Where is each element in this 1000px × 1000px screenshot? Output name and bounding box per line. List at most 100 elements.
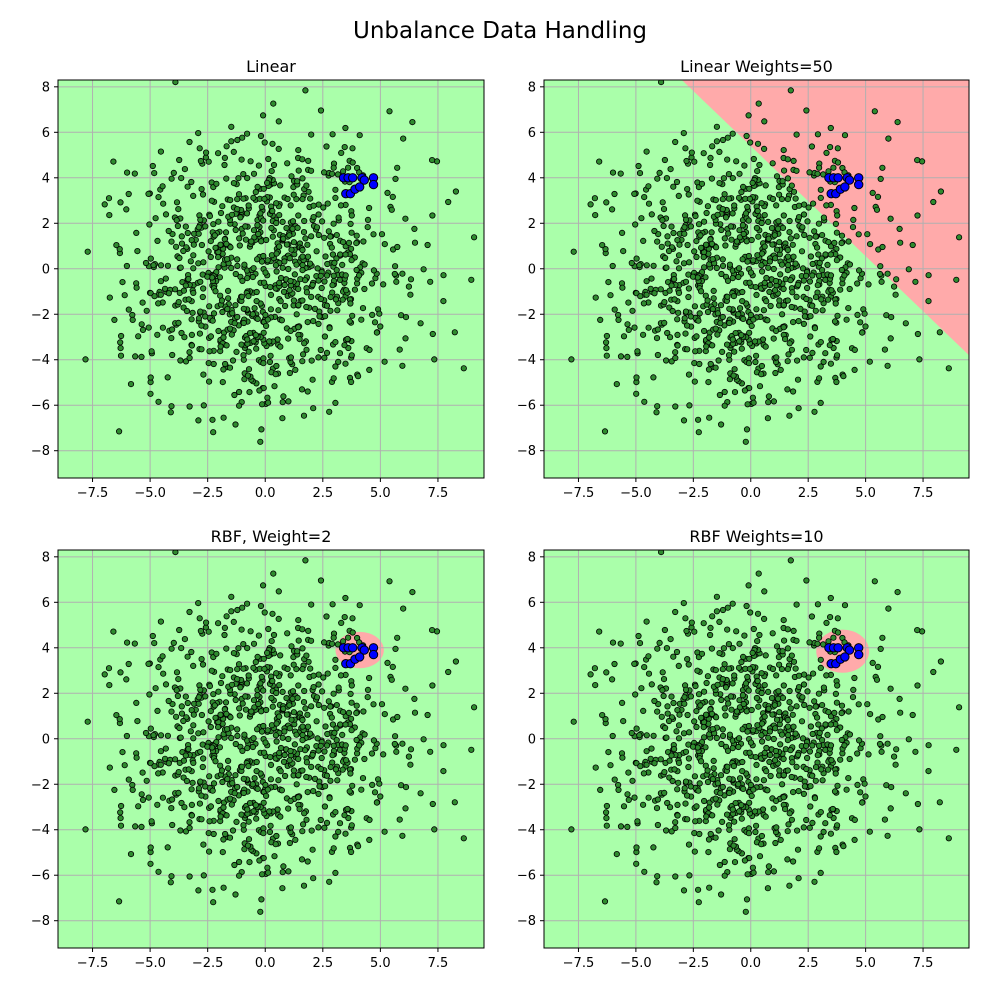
point-majority [188,178,195,186]
point-majority [151,293,158,300]
point-majority [618,699,626,707]
point-majority [705,334,713,341]
point-majority [747,139,754,146]
point-majority [761,713,768,720]
point-majority [748,48,753,53]
point-majority [198,792,205,799]
point-majority [388,206,395,213]
point-majority [209,787,216,794]
point-majority [280,758,288,766]
point-majority [200,285,207,292]
point-majority [865,751,872,758]
point-majority [624,321,631,328]
point-majority [226,834,234,841]
point-majority [664,329,671,337]
point-majority [675,779,682,786]
point-majority [159,653,166,660]
point-majority [748,792,755,800]
point-majority [755,100,762,107]
point-majority [269,140,276,147]
point-majority [321,704,328,711]
point-majority [780,794,787,801]
point-majority [798,248,806,255]
point-majority [778,196,786,203]
point-majority [228,593,235,600]
point-majority [763,768,770,775]
point-majority [672,354,679,362]
point-majority [377,793,384,800]
point-majority [187,258,194,265]
point-majority [235,175,242,182]
point-majority [827,251,834,258]
point-majority [773,716,781,723]
point-majority [654,326,662,333]
point-majority [669,307,676,315]
point-majority [208,197,215,204]
point-majority [814,131,822,138]
point-majority [722,242,729,249]
point-majority [273,670,280,677]
point-majority [531,712,536,717]
point-majority [795,875,802,882]
point-majority [663,644,671,652]
point-majority [683,322,691,329]
point-majority [349,782,356,789]
point-majority [800,211,808,218]
point-majority [342,742,349,749]
point-majority [775,661,783,668]
y-tick-label: −6 [31,399,50,414]
point-majority [674,342,681,349]
point-majority [310,683,317,691]
point-majority [381,828,388,835]
point-majority [773,354,780,361]
point-majority [784,665,792,673]
point-majority [384,659,391,667]
point-majority [780,682,787,689]
point-majority [182,223,189,230]
point-majority [637,293,644,300]
point-majority [138,321,145,328]
point-majority [254,315,261,322]
point-majority [147,374,154,381]
point-majority [411,239,419,246]
point-majority [330,634,337,641]
point-majority [809,819,816,827]
point-majority [288,716,295,723]
panel-title: RBF, Weight=2 [211,527,332,546]
point-majority [687,693,695,700]
point-majority [804,688,811,695]
point-majority [666,334,674,341]
point-majority [851,674,858,682]
point-majority [199,191,207,198]
point-majority [700,150,707,157]
point-majority [834,615,841,622]
point-majority [890,283,898,290]
point-majority [223,342,230,349]
point-majority [304,388,311,395]
point-majority [247,158,254,165]
point-majority [747,781,755,789]
point-majority [778,261,786,268]
point-majority [743,602,750,610]
point-majority [222,699,230,706]
point-majority [330,742,337,749]
point-majority [735,273,742,281]
point-majority [266,358,273,366]
point-majority [351,286,358,293]
point-majority [695,787,702,794]
point-majority [212,758,219,765]
point-majority [726,305,733,312]
point-majority [232,772,239,779]
point-majority [145,190,152,197]
point-majority [873,206,881,213]
point-majority [685,661,692,668]
point-majority [384,189,391,196]
point-majority [709,305,717,313]
point-majority [887,335,894,342]
point-majority [824,731,831,739]
point-majority [635,162,642,170]
point-majority [700,620,707,627]
point-majority [308,293,315,300]
x-tick-label: 5.0 [855,486,876,501]
point-majority [691,773,699,780]
